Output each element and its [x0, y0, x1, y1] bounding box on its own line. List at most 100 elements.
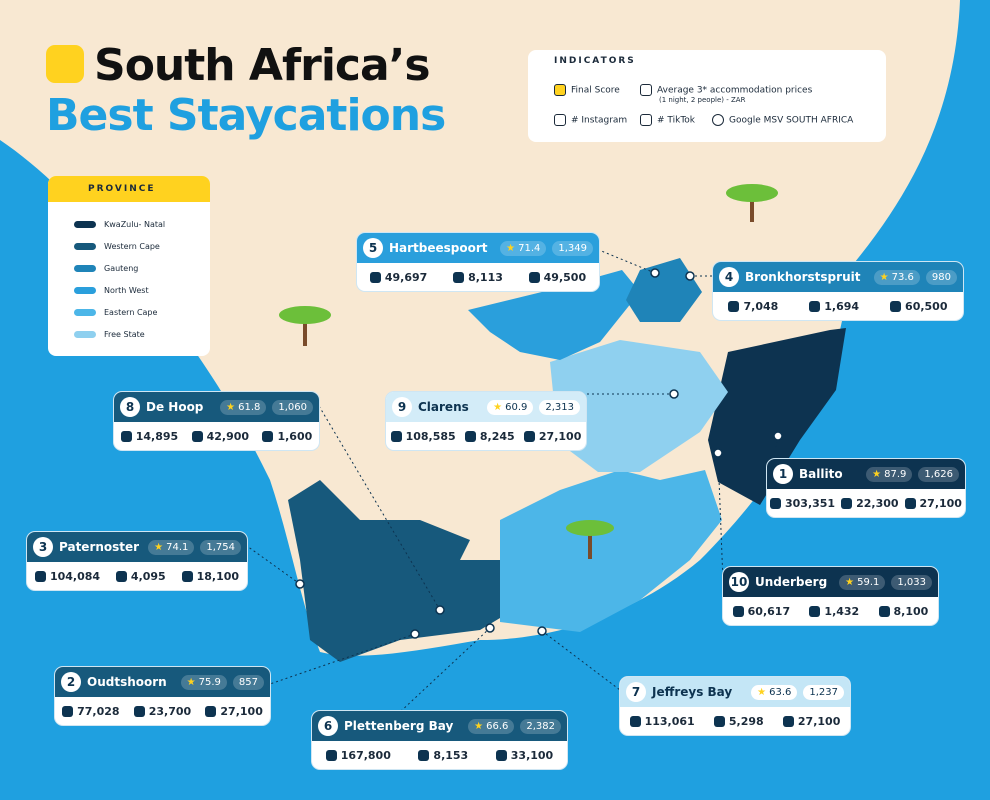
price-value: 1,060 [278, 401, 307, 413]
instagram-value: 113,061 [644, 714, 695, 728]
legend-item: Western Cape [74, 242, 160, 251]
card-stats: 14,895 42,900 1,600 [114, 422, 319, 450]
legend-item: Free State [74, 330, 145, 339]
instagram-stat: 104,084 [34, 569, 101, 583]
google-stat: 27,100 [205, 705, 263, 718]
card-header: 9 Clarens ★ 60.9 2,313 [386, 392, 586, 422]
tiktok-value: 42,900 [206, 429, 250, 443]
google-icon [262, 431, 274, 442]
instagram-icon [732, 606, 744, 617]
connector [598, 249, 656, 274]
tiktok-value: 22,300 [856, 496, 899, 510]
tiktok-value: 8,245 [479, 429, 515, 443]
card-header: 5 Hartbeespoort ★ 71.4 1,349 [357, 233, 599, 263]
card-header: 10 Underberg ★ 59.1 1,033 [723, 567, 938, 597]
north-west [468, 270, 640, 360]
legend-swatch [74, 265, 96, 272]
location-card: 7 Jeffreys Bay ★ 63.6 1,237 113,061 5,298 27,10… [620, 677, 850, 735]
legend-label: Gauteng [104, 264, 139, 273]
legend-swatch [74, 331, 96, 338]
instagram-stat: 14,895 [120, 430, 178, 443]
location-dot [713, 448, 723, 458]
card-stats: 7,048 1,694 60,500 [713, 292, 963, 320]
score: ★ 87.9 [866, 466, 913, 482]
price-value: 2,382 [526, 720, 555, 732]
star-icon: ★ [186, 676, 196, 688]
location-dot [435, 605, 445, 615]
location-card: 8 De Hoop ★ 61.8 1,060 14,895 42,900 1,600 [114, 392, 319, 450]
google-icon [782, 716, 794, 727]
score: ★ 60.9 [487, 399, 534, 415]
price: 1,349 [552, 240, 593, 256]
legend-swatch [74, 309, 96, 316]
star-icon: ★ [879, 271, 889, 283]
price: 1,237 [803, 684, 844, 700]
card-stats: 303,351 22,300 27,100 [767, 489, 965, 517]
tiktok-value: 23,700 [148, 704, 192, 718]
card-stats: 167,800 8,153 33,100 [312, 741, 567, 769]
rank: 6 [318, 716, 338, 736]
price: 1,754 [200, 539, 241, 555]
tiktok-value: 1,432 [824, 604, 860, 618]
logo [46, 45, 84, 83]
score-value: 71.4 [518, 242, 541, 254]
indicators-panel: INDICATORS Final Score Average 3* accomm… [528, 50, 886, 142]
title: South Africa’s [46, 40, 431, 91]
price-value: 857 [238, 676, 258, 688]
google-value: 18,100 [196, 569, 240, 583]
legend-item: North West [74, 286, 149, 295]
location-name: Jeffreys Bay [652, 685, 733, 699]
card-header: 3 Paternoster ★ 74.1 1,754 [27, 532, 247, 562]
location-name: Plettenberg Bay [344, 719, 454, 733]
label: Average 3* accommodation prices [657, 85, 813, 96]
score: ★ 66.6 [468, 718, 515, 734]
location-dot [669, 389, 679, 399]
indicator: Google MSV SOUTH AFRICA [712, 114, 853, 126]
instagram-icon [390, 431, 402, 442]
star-icon: ★ [226, 401, 236, 413]
google-value: 27,100 [919, 496, 962, 510]
rank: 2 [61, 672, 81, 692]
score-value: 66.6 [486, 720, 509, 732]
google-value: 33,100 [510, 748, 554, 762]
title: Best Staycations [46, 90, 446, 141]
label: # Instagram [571, 115, 628, 126]
location-dot [537, 626, 547, 636]
indicator: # TikTok [640, 114, 695, 126]
title-line: South Africa’s [94, 40, 431, 91]
star-icon: ★ [154, 541, 164, 553]
rank: 3 [33, 537, 53, 557]
rank: 5 [363, 238, 383, 258]
legend-label: Western Cape [104, 242, 160, 251]
google-icon [528, 272, 540, 283]
instagram-icon [728, 301, 740, 312]
instagram-value: 108,585 [405, 429, 456, 443]
instagram-icon [34, 571, 46, 582]
free-state [550, 340, 728, 472]
location-dot [295, 579, 305, 589]
legend-swatch [74, 243, 96, 250]
location-name: De Hoop [146, 400, 204, 414]
kwazulu-natal [708, 328, 846, 505]
price: 2,382 [520, 718, 561, 734]
instagram-icon [769, 498, 781, 509]
legend-label: North West [104, 286, 149, 295]
card-header: 2 Oudtshoorn ★ 75.9 857 [55, 667, 270, 697]
location-name: Ballito [799, 467, 843, 481]
star-icon: ★ [474, 720, 484, 732]
price: 1,033 [891, 574, 932, 590]
google-icon [904, 498, 916, 509]
gauteng [626, 258, 702, 322]
tiktok-icon [809, 301, 821, 312]
label: Final Score [571, 85, 620, 96]
google-stat: 27,100 [523, 430, 581, 443]
label: (1 night, 2 people) - ZAR [659, 96, 746, 104]
google-stat: 1,600 [262, 430, 312, 443]
location-card: 3 Paternoster ★ 74.1 1,754 104,084 4,095 18,100 [27, 532, 247, 590]
score: ★ 74.1 [148, 539, 195, 555]
instagram-value: 7,048 [743, 299, 779, 313]
instagram-value: 104,084 [49, 569, 101, 583]
location-dot [410, 629, 420, 639]
location-card: 5 Hartbeespoort ★ 71.4 1,349 49,697 8,113 49,50… [357, 233, 599, 291]
google-stat: 18,100 [181, 569, 240, 583]
